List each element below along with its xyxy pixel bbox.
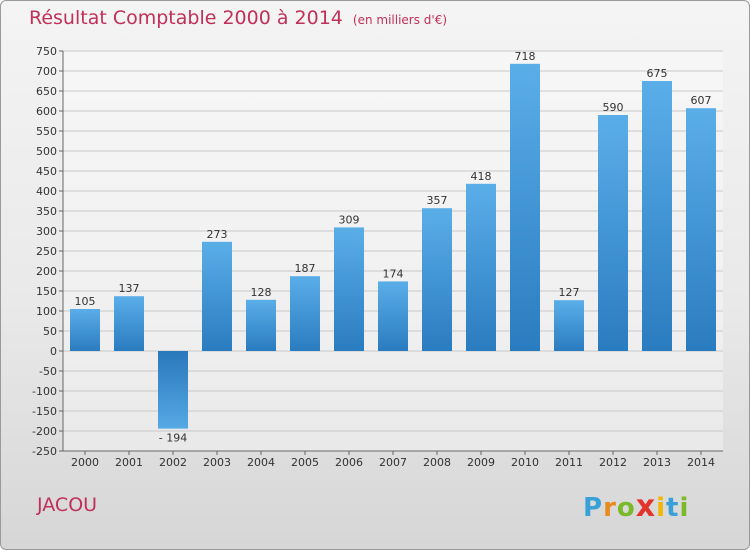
- bar-value-label: 128: [251, 286, 272, 299]
- proxiti-logo: Proxiti: [583, 489, 689, 524]
- bar-2011: [554, 300, 584, 351]
- x-tick-label: 2006: [335, 456, 363, 469]
- y-tick-label: 500: [36, 145, 57, 158]
- x-tick-label: 2001: [115, 456, 143, 469]
- bar-value-label: - 194: [159, 432, 187, 445]
- brand-letter: x: [635, 489, 657, 524]
- bar-2010: [510, 63, 540, 352]
- bar-2002: [158, 351, 188, 429]
- x-tick-label: 2007: [379, 456, 407, 469]
- brand-letter: P: [583, 493, 604, 523]
- x-tick-label: 2011: [555, 456, 583, 469]
- bar-value-label: 607: [691, 94, 712, 107]
- y-tick-label: 400: [36, 185, 57, 198]
- chart-title: Résultat Comptable 2000 à 2014 (en millie…: [29, 7, 447, 29]
- chart-subtitle: (en milliers d'€): [352, 13, 448, 27]
- bar-2001: [114, 296, 144, 351]
- bar-2013: [642, 81, 672, 351]
- bar-2006: [334, 227, 364, 351]
- y-tick-label: 350: [36, 205, 57, 218]
- y-tick-label: 700: [36, 65, 57, 78]
- y-tick-label: 300: [36, 225, 57, 238]
- brand-letter: t: [666, 493, 680, 523]
- x-tick-label: 2012: [599, 456, 627, 469]
- y-tick-label: -200: [32, 425, 57, 438]
- brand-letter: i: [656, 493, 667, 523]
- y-tick-label: 250: [36, 245, 57, 258]
- bar-value-label: 718: [515, 50, 536, 63]
- bar-2014: [686, 108, 716, 351]
- bar-value-label: 105: [75, 295, 96, 308]
- bar-value-label: 675: [647, 67, 668, 80]
- bar-value-label: 187: [295, 262, 316, 275]
- bar-2004: [246, 299, 276, 351]
- x-tick-label: 2010: [511, 456, 539, 469]
- y-tick-label: 50: [43, 325, 57, 338]
- y-tick-label: -100: [32, 385, 57, 398]
- x-tick-label: 2014: [687, 456, 715, 469]
- y-tick-label: 200: [36, 265, 57, 278]
- bar-value-label: 309: [339, 213, 360, 226]
- x-tick-label: 2013: [643, 456, 671, 469]
- y-tick-label: -50: [39, 365, 57, 378]
- y-tick-label: 550: [36, 125, 57, 138]
- brand-letter: r: [603, 493, 617, 523]
- bar-2012: [598, 115, 628, 351]
- bar-value-label: 127: [559, 286, 580, 299]
- brand-letter: o: [616, 493, 636, 523]
- x-tick-label: 2002: [159, 456, 187, 469]
- bar-2008: [422, 208, 452, 351]
- x-tick-label: 2003: [203, 456, 231, 469]
- x-tick-label: 2009: [467, 456, 495, 469]
- bar-2000: [70, 309, 100, 351]
- y-tick-label: 150: [36, 285, 57, 298]
- y-tick-label: 750: [36, 45, 57, 58]
- x-tick-label: 2004: [247, 456, 275, 469]
- bar-value-label: 137: [119, 282, 140, 295]
- x-tick-label: 2008: [423, 456, 451, 469]
- brand-letter: i: [679, 493, 690, 523]
- y-tick-label: 600: [36, 105, 57, 118]
- bar-value-label: 174: [383, 267, 404, 280]
- bar-value-label: 273: [207, 228, 228, 241]
- bar-2005: [290, 276, 320, 351]
- city-label: JACOU: [37, 494, 98, 516]
- bar-2007: [378, 281, 408, 351]
- y-tick-label: 650: [36, 85, 57, 98]
- bar-value-label: 590: [603, 101, 624, 114]
- bar-value-label: 357: [427, 194, 448, 207]
- y-tick-label: 0: [50, 345, 57, 358]
- bar-2003: [202, 241, 232, 351]
- bar-value-label: 418: [471, 170, 492, 183]
- y-tick-label: -250: [32, 445, 57, 458]
- y-tick-label: -150: [32, 405, 57, 418]
- y-tick-label: 450: [36, 165, 57, 178]
- bar-2009: [466, 183, 496, 351]
- y-tick-label: 100: [36, 305, 57, 318]
- x-tick-label: 2005: [291, 456, 319, 469]
- x-tick-label: 2000: [71, 456, 99, 469]
- chart-title-text: Résultat Comptable 2000 à 2014: [29, 7, 343, 29]
